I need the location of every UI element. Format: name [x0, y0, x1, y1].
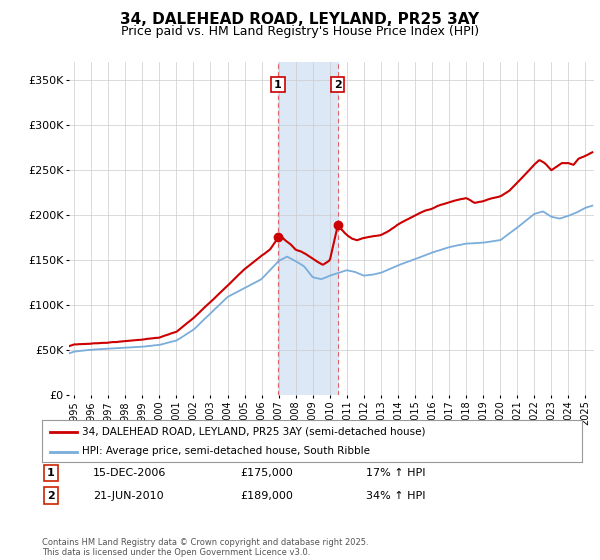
Text: 1: 1: [274, 80, 282, 90]
Text: £189,000: £189,000: [240, 491, 293, 501]
Text: 15-DEC-2006: 15-DEC-2006: [93, 468, 166, 478]
Text: 34, DALEHEAD ROAD, LEYLAND, PR25 3AY: 34, DALEHEAD ROAD, LEYLAND, PR25 3AY: [121, 12, 479, 27]
Text: 21-JUN-2010: 21-JUN-2010: [93, 491, 164, 501]
Text: 1: 1: [47, 468, 55, 478]
Text: £175,000: £175,000: [240, 468, 293, 478]
Text: 2: 2: [334, 80, 341, 90]
Text: HPI: Average price, semi-detached house, South Ribble: HPI: Average price, semi-detached house,…: [83, 446, 371, 456]
Text: 34, DALEHEAD ROAD, LEYLAND, PR25 3AY (semi-detached house): 34, DALEHEAD ROAD, LEYLAND, PR25 3AY (se…: [83, 427, 426, 437]
Text: 17% ↑ HPI: 17% ↑ HPI: [366, 468, 425, 478]
Text: 34% ↑ HPI: 34% ↑ HPI: [366, 491, 425, 501]
Bar: [278, 62, 338, 395]
Text: Contains HM Land Registry data © Crown copyright and database right 2025.
This d: Contains HM Land Registry data © Crown c…: [42, 538, 368, 557]
Text: Price paid vs. HM Land Registry's House Price Index (HPI): Price paid vs. HM Land Registry's House …: [121, 25, 479, 38]
Text: 2: 2: [47, 491, 55, 501]
